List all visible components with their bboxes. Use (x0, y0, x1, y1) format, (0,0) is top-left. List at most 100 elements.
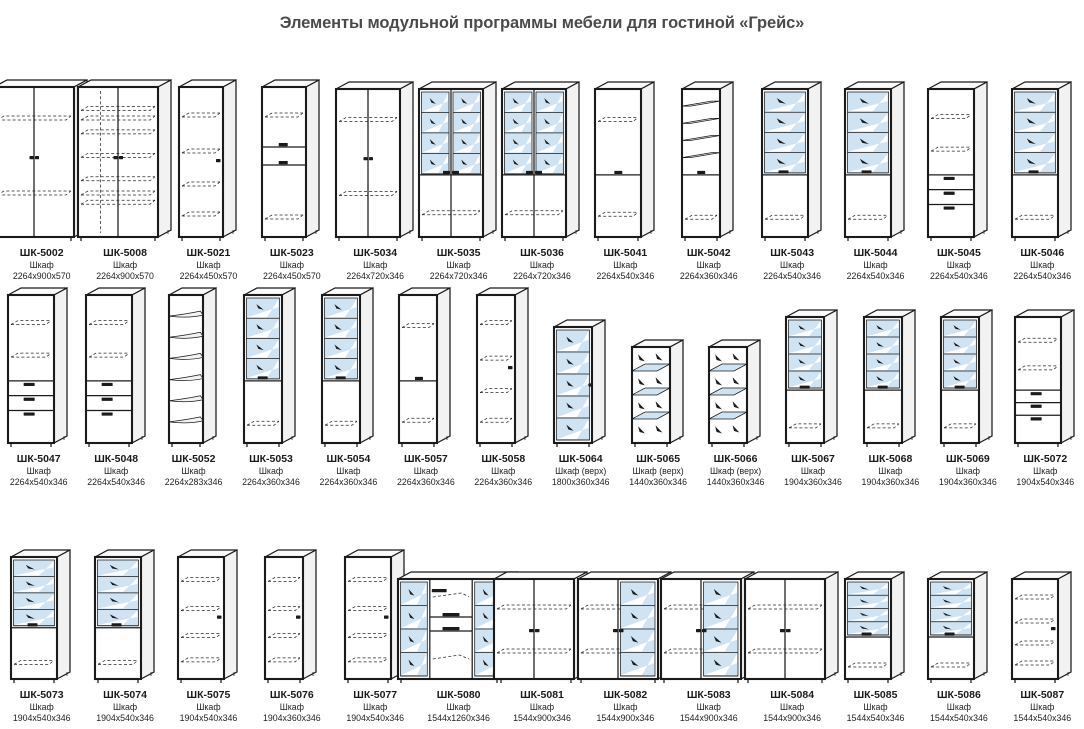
furniture-item[interactable]: ШК-5043 Шкаф 2264x540x346 (750, 81, 833, 281)
item-labels: ШК-5058 Шкаф 2264x360x346 (465, 453, 542, 487)
furniture-item[interactable]: ШК-5083 Шкаф 1544x900x346 (660, 571, 755, 723)
furniture-item[interactable]: ШК-5041 Шкаф 2264x540x346 (584, 81, 667, 281)
item-dimensions: 2264x360x346 (242, 476, 300, 487)
item-code: ШК-5085 (853, 689, 898, 702)
furniture-item[interactable]: ШК-5042 Шкаф 2264x360x346 (667, 81, 750, 281)
furniture-item[interactable]: ШК-5080 Шкаф 1544x1260x346 (397, 571, 518, 723)
furniture-item[interactable]: ШК-5067 Шкаф 1904x360x346 (774, 309, 851, 487)
item-kind: Шкаф (800, 466, 826, 477)
item-dimensions: 1904x360x346 (938, 476, 997, 487)
furniture-item[interactable]: ШК-5034 Шкаф 2264x720x346 (334, 81, 417, 281)
item-labels: ШК-5043 Шкаф 2264x540x346 (750, 247, 833, 281)
furniture-item[interactable]: ШК-5035 Шкаф 2264x720x346 (417, 81, 500, 281)
item-dimensions: 1544x900x346 (763, 712, 821, 723)
item-code: ШК-5048 (94, 453, 139, 466)
furniture-item[interactable]: ШК-5073 Шкаф 1904x540x346 (0, 549, 83, 723)
furniture-item[interactable]: ШК-5002 Шкаф 2264x900x570 (0, 79, 88, 281)
furniture-item[interactable]: ШК-5058 Шкаф 2264x360x346 (465, 287, 542, 487)
item-dimensions: 1440x360x346 (629, 476, 687, 487)
item-code: ШК-5069 (945, 453, 990, 466)
furniture-item[interactable]: ШК-5008 Шкаф 2264x900x570 (76, 79, 172, 281)
item-code: ШК-5076 (269, 689, 314, 702)
item-labels: ШК-5074 Шкаф 1904x540x346 (83, 689, 166, 723)
item-code: ШК-5023 (269, 247, 314, 260)
furniture-item[interactable]: ШК-5053 Шкаф 2264x360x346 (232, 287, 309, 487)
item-dimensions: 1904x540x346 (346, 712, 405, 723)
item-labels: ШК-5075 Шкаф 1904x540x346 (167, 689, 250, 723)
furniture-item[interactable]: ШК-5036 Шкаф 2264x720x346 (500, 81, 583, 281)
furniture-item[interactable]: ШК-5087 Шкаф 1544x540x346 (1001, 571, 1084, 723)
item-labels: ШК-5077 Шкаф 1904x540x346 (334, 689, 417, 723)
furniture-item[interactable]: ШК-5065 Шкаф (верх) 1440x360x346 (619, 339, 696, 487)
item-dimensions: 1800x360x346 (551, 476, 610, 487)
furniture-drawing-шк-5046 (1010, 81, 1075, 247)
furniture-drawing-шк-5035 (417, 81, 500, 247)
item-code: ШК-5083 (686, 689, 731, 702)
item-labels: ШК-5057 Шкаф 2264x360x346 (387, 453, 464, 487)
furniture-item[interactable]: ШК-5047 Шкаф 2264x540x346 (0, 287, 77, 487)
item-dimensions: 2264x283x346 (164, 476, 223, 487)
item-kind: Шкаф (196, 702, 221, 713)
furniture-item[interactable]: ШК-5066 Шкаф (верх) 1440x360x346 (697, 339, 774, 487)
catalog-row-1: ШК-5002 Шкаф 2264x900x570 ШК-5008 Шкаф 2264x9… (0, 32, 1084, 282)
item-labels: ШК-5080 Шкаф 1544x1260x346 (417, 689, 500, 723)
furniture-item[interactable]: ШК-5082 Шкаф 1544x900x346 (576, 571, 672, 723)
item-kind: Шкаф (878, 466, 903, 477)
furniture-drawing-шк-5002 (0, 79, 91, 247)
furniture-item[interactable]: ШК-5021 Шкаф 2264x450x570 (167, 79, 250, 281)
furniture-item[interactable]: ШК-5074 Шкаф 1904x540x346 (83, 549, 166, 723)
furniture-item[interactable]: ШК-5084 Шкаф 1544x900x346 (743, 571, 839, 723)
furniture-item[interactable]: ШК-5068 Шкаф 1904x360x346 (852, 309, 929, 487)
item-kind: Шкаф (181, 466, 206, 477)
furniture-item[interactable]: ШК-5045 Шкаф 2264x540x346 (917, 81, 1000, 281)
catalog-row-2: ШК-5047 Шкаф 2264x540x346 ШК-5048 Шкаф 2264x5… (0, 282, 1084, 488)
furniture-drawing-шк-5068 (862, 309, 919, 453)
item-kind: Шкаф (491, 466, 516, 477)
furniture-item[interactable]: ШК-5081 Шкаф 1544x900x346 (493, 571, 589, 723)
catalog-row-3: ШК-5073 Шкаф 1904x540x346 ШК-5074 Шкаф 1904x5… (0, 488, 1084, 724)
furniture-item[interactable]: ШК-5023 Шкаф 2264x450x570 (250, 79, 333, 281)
item-code: ШК-5066 (713, 453, 758, 466)
furniture-drawing-шк-5048 (84, 287, 149, 453)
item-kind: Шкаф (336, 466, 361, 477)
item-dimensions: 2264x540x346 (596, 270, 655, 281)
item-kind: Шкаф (1033, 466, 1058, 477)
furniture-drawing-шк-5057 (397, 287, 454, 453)
furniture-drawing-шк-5087 (1010, 571, 1075, 689)
item-dimensions: 2264x900x570 (12, 270, 71, 281)
furniture-drawing-шк-5043 (760, 81, 825, 247)
item-kind: Шкаф (верх) (632, 466, 684, 477)
item-dimensions: 1904x540x346 (179, 712, 238, 723)
furniture-drawing-шк-5054 (320, 287, 377, 453)
item-code: ШК-5044 (853, 247, 898, 260)
furniture-item[interactable]: ШК-5085 Шкаф 1544x540x346 (834, 571, 917, 723)
item-labels: ШК-5076 Шкаф 1904x360x346 (250, 689, 333, 723)
furniture-item[interactable]: ШК-5064 Шкаф (верх) 1800x360x346 (542, 319, 619, 487)
item-code: ШК-5084 (770, 689, 815, 702)
furniture-item[interactable]: ШК-5072 Шкаф 1904x540x346 (1007, 309, 1084, 487)
item-code: ШК-5035 (436, 247, 481, 260)
furniture-item[interactable]: ШК-5076 Шкаф 1904x360x346 (250, 549, 333, 723)
furniture-item[interactable]: ШК-5069 Шкаф 1904x360x346 (929, 309, 1006, 487)
furniture-item[interactable]: ШК-5075 Шкаф 1904x540x346 (167, 549, 250, 723)
furniture-item[interactable]: ШК-5044 Шкаф 2264x540x346 (834, 81, 917, 281)
furniture-drawing-шк-5082 (576, 571, 675, 689)
item-dimensions: 2264x360x346 (679, 270, 738, 281)
item-labels: ШК-5066 Шкаф (верх) 1440x360x346 (697, 453, 774, 487)
furniture-item[interactable]: ШК-5054 Шкаф 2264x360x346 (310, 287, 387, 487)
furniture-item[interactable]: ШК-5057 Шкаф 2264x360x346 (387, 287, 464, 487)
item-labels: ШК-5002 Шкаф 2264x900x570 (0, 247, 83, 281)
furniture-item[interactable]: ШК-5086 Шкаф 1544x540x346 (917, 571, 1000, 723)
item-kind: Шкаф (363, 260, 388, 271)
furniture-drawing-шк-5086 (926, 571, 991, 689)
item-dimensions: 1544x540x346 (930, 712, 988, 723)
furniture-item[interactable]: ШК-5048 Шкаф 2264x540x346 (77, 287, 154, 487)
item-labels: ШК-5083 Шкаф 1544x900x346 (667, 689, 750, 723)
furniture-item[interactable]: ШК-5046 Шкаф 2264x540x346 (1001, 81, 1084, 281)
item-code: ШК-5021 (186, 247, 231, 260)
furniture-drawing-шк-5058 (475, 287, 532, 453)
item-kind: Шкаф (1030, 260, 1055, 271)
furniture-drawing-шк-5066 (707, 339, 764, 453)
item-labels: ШК-5044 Шкаф 2264x540x346 (834, 247, 917, 281)
furniture-item[interactable]: ШК-5052 Шкаф 2264x283x346 (155, 287, 232, 487)
